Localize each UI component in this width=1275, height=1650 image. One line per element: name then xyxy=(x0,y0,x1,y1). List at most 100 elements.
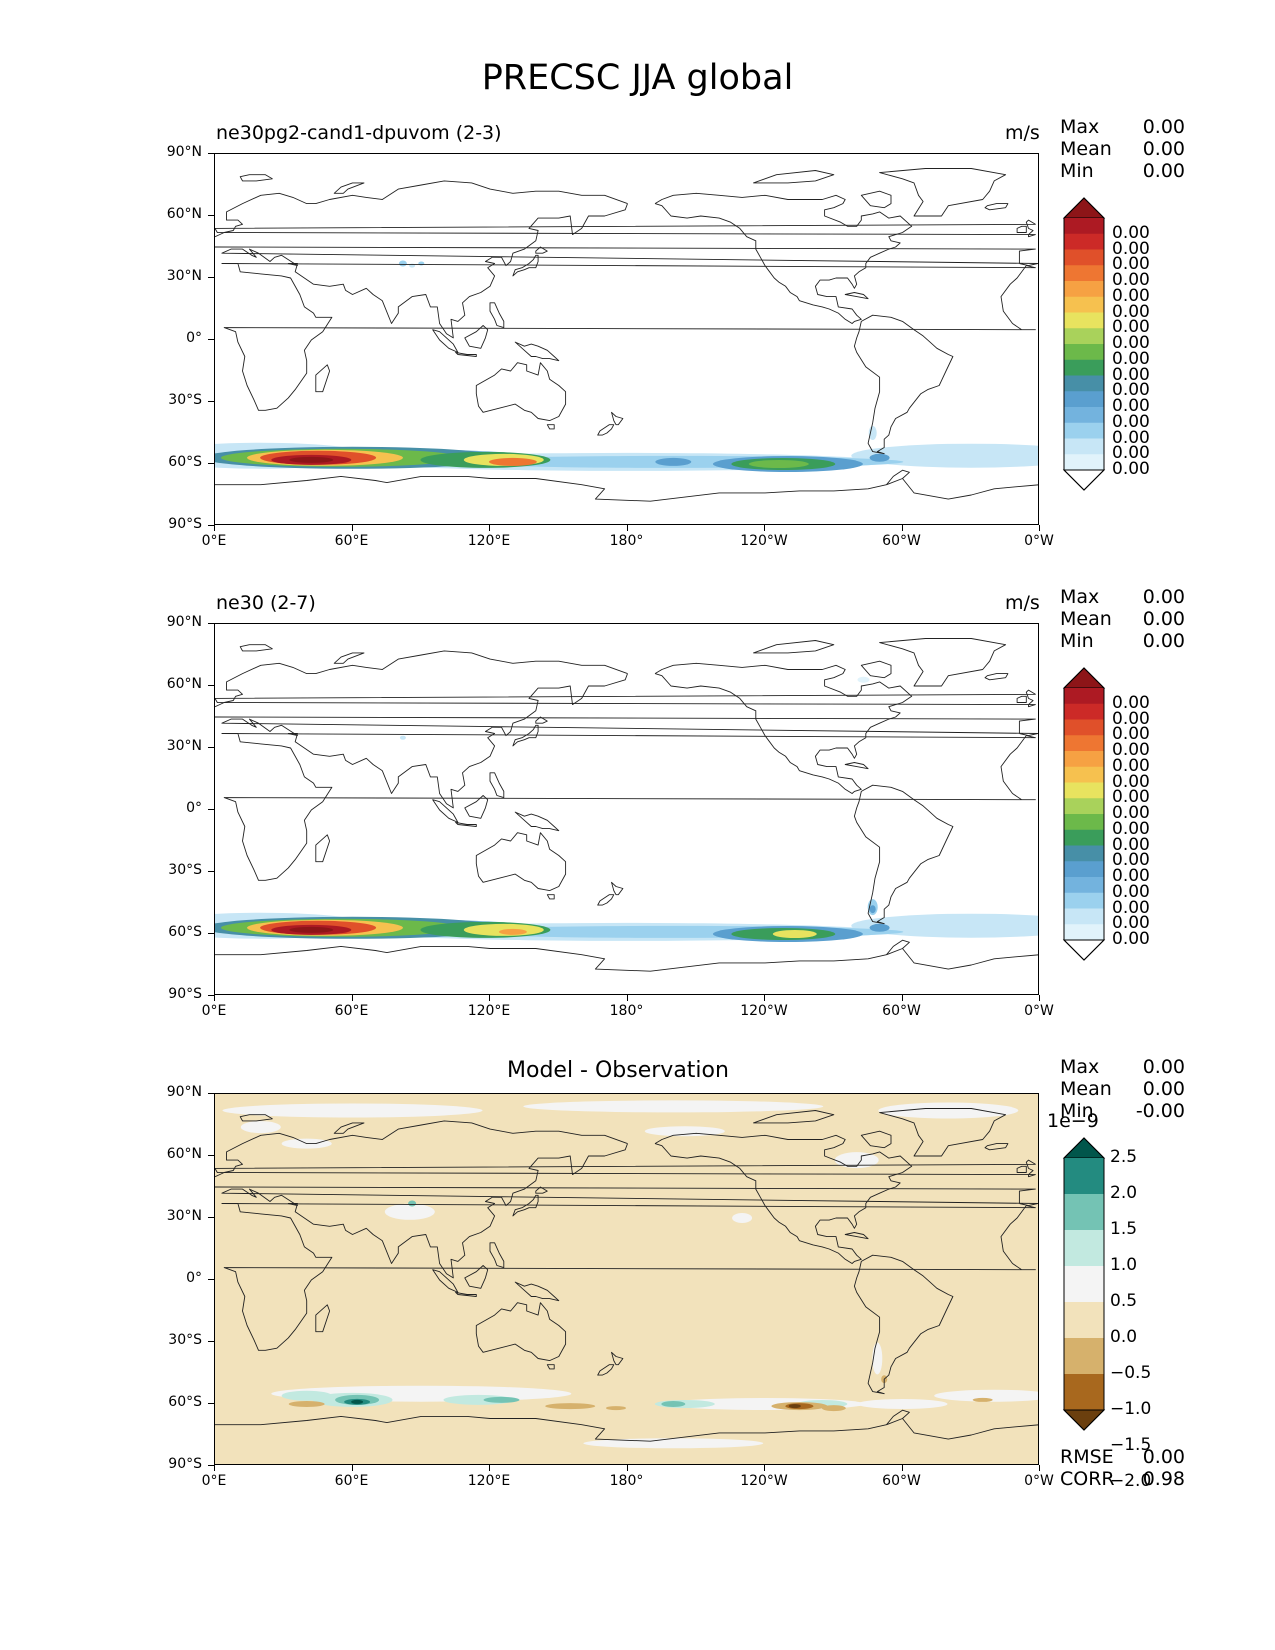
lon-tick-mark xyxy=(351,1465,353,1471)
colorbar-tick-label: 2.5 xyxy=(1110,1147,1138,1167)
panel-reference-min-label: Min xyxy=(1060,630,1094,652)
colorbar-tick-label: 0.00 xyxy=(1112,301,1150,322)
pacific-spot xyxy=(655,457,692,466)
lat-tick-label: 60°S xyxy=(168,924,202,940)
lat-tick-mark xyxy=(208,153,214,154)
coast-arctic-islands xyxy=(753,640,835,654)
colorbar-tick-label: 0.00 xyxy=(1112,866,1150,886)
coast-antarctica xyxy=(215,1415,1038,1442)
colorbar-tick-label: 0.00 xyxy=(1112,364,1150,385)
coast-java xyxy=(455,821,477,827)
colorbar-segment xyxy=(1064,782,1104,799)
coast-japan xyxy=(512,724,539,747)
panel-reference-max-label: Max xyxy=(1060,586,1100,608)
colorbar-segment xyxy=(1064,861,1104,878)
coast-australia xyxy=(475,832,567,892)
lon-tick-mark xyxy=(489,995,490,1001)
colorbar-tick-label: 0.5 xyxy=(1110,1291,1138,1311)
colorbar-segment xyxy=(1064,798,1104,815)
lat-tick-mark xyxy=(208,401,214,402)
panel-difference-title: Model - Observation xyxy=(507,1058,729,1083)
lon-tick-label: 180° xyxy=(609,1003,644,1019)
colorbar-segment xyxy=(1064,391,1104,408)
lon-tick-mark xyxy=(214,995,215,1001)
lat-tick-mark xyxy=(208,1279,214,1280)
indian-secondary-l3 xyxy=(498,928,527,935)
lat-tick-label: 60°S xyxy=(168,454,202,470)
coast-eurasia xyxy=(215,203,1038,339)
neg-6 xyxy=(972,1397,993,1402)
coast-newguinea xyxy=(514,811,560,832)
colorbar-tick-label: 0.00 xyxy=(1112,348,1150,369)
lat-tick-label: 30°N xyxy=(166,1208,202,1224)
colorbar-tick-label: 0.00 xyxy=(1112,897,1150,918)
coast-greenland xyxy=(879,168,1007,217)
lon-tick-label: 120°E xyxy=(467,533,511,549)
coast-britain xyxy=(215,219,1036,238)
lon-tick-label: 120°E xyxy=(467,1473,511,1489)
panel-reference-mean-label: Mean xyxy=(1060,608,1112,630)
coast-newguinea xyxy=(514,341,560,362)
indian-max-l6 xyxy=(289,926,334,933)
colorbar-segment xyxy=(1064,703,1104,720)
lat-tick-mark xyxy=(208,1341,214,1342)
tibet-zero xyxy=(384,1203,435,1220)
colorbar-tick-label: 0.00 xyxy=(1112,380,1150,401)
colorbar-segment xyxy=(1064,1158,1104,1195)
colorbar-tick-label: 0.00 xyxy=(1112,740,1150,760)
coast-greenland xyxy=(879,1108,1007,1157)
lat-tick-label: 0° xyxy=(186,800,202,816)
lon-tick-label: 0°E xyxy=(201,1003,227,1019)
coast-hokkaido xyxy=(535,1186,548,1194)
colorbar-tick-label: 0.00 xyxy=(1112,317,1150,338)
coast-newzealand-south xyxy=(597,1364,615,1376)
coast-hokkaido xyxy=(535,716,548,724)
coast-tasmania xyxy=(546,894,555,900)
coast-south-america xyxy=(853,314,954,455)
colorbar-segment xyxy=(1064,1266,1104,1303)
lon-tick-mark xyxy=(626,525,628,531)
lat-tick-mark xyxy=(208,871,214,872)
lat-tick-mark xyxy=(208,215,214,216)
lon-tick-label: 60°E xyxy=(334,1473,369,1489)
colorbar-bottom-extend xyxy=(1062,1409,1106,1431)
lon-tick-label: 60°W xyxy=(882,1003,921,1019)
neg-2 xyxy=(545,1403,596,1410)
coast-philippines xyxy=(489,302,505,329)
coast-cuba xyxy=(844,1232,869,1240)
coast-australia xyxy=(475,1302,567,1362)
hudson-zero xyxy=(834,1152,879,1169)
colorbar-tick-label: 0.00 xyxy=(1112,333,1150,353)
andes-spot xyxy=(868,426,877,440)
panel-test-mean-label: Mean xyxy=(1060,138,1112,160)
colorbar-segment xyxy=(1064,751,1104,768)
coast-ireland xyxy=(1016,695,1027,703)
colorbar-tick-label: 0.00 xyxy=(1112,913,1150,934)
lat-tick-label: 60°N xyxy=(166,676,202,692)
arctic-zero-4 xyxy=(240,1121,281,1134)
coast-newzealand-north xyxy=(611,881,624,896)
difference-rmse-value: 0.00 xyxy=(1142,1446,1185,1468)
lat-tick-mark xyxy=(208,1465,214,1466)
lon-tick-mark xyxy=(1039,995,1040,1001)
colorbar-tick-label: 0.00 xyxy=(1112,254,1150,275)
coast-antarctica-peninsula xyxy=(886,1409,910,1425)
coast-south-america xyxy=(853,1254,954,1395)
colorbar-tick-label: 2.0 xyxy=(1110,1183,1138,1203)
so-mid-2 xyxy=(483,1396,520,1403)
coast-antarctica xyxy=(215,945,1038,972)
coast-madagascar xyxy=(315,364,331,393)
neg-7 xyxy=(606,1406,626,1411)
lat-tick-label: 90°N xyxy=(166,144,202,160)
coast-cuba xyxy=(844,292,869,300)
coast-borneo xyxy=(464,325,489,349)
panel-reference-mean-value: 0.00 xyxy=(1142,608,1185,630)
coast-philippines xyxy=(489,772,505,799)
so-pos-5 xyxy=(281,1390,332,1401)
coast-newzealand-north xyxy=(611,1351,624,1366)
lat-tick-mark xyxy=(208,995,214,996)
colorbar-segment xyxy=(1064,422,1104,439)
coast-madagascar xyxy=(315,834,331,863)
lon-tick-label: 0°W xyxy=(1024,533,1054,549)
lat-tick-label: 90°N xyxy=(166,614,202,630)
